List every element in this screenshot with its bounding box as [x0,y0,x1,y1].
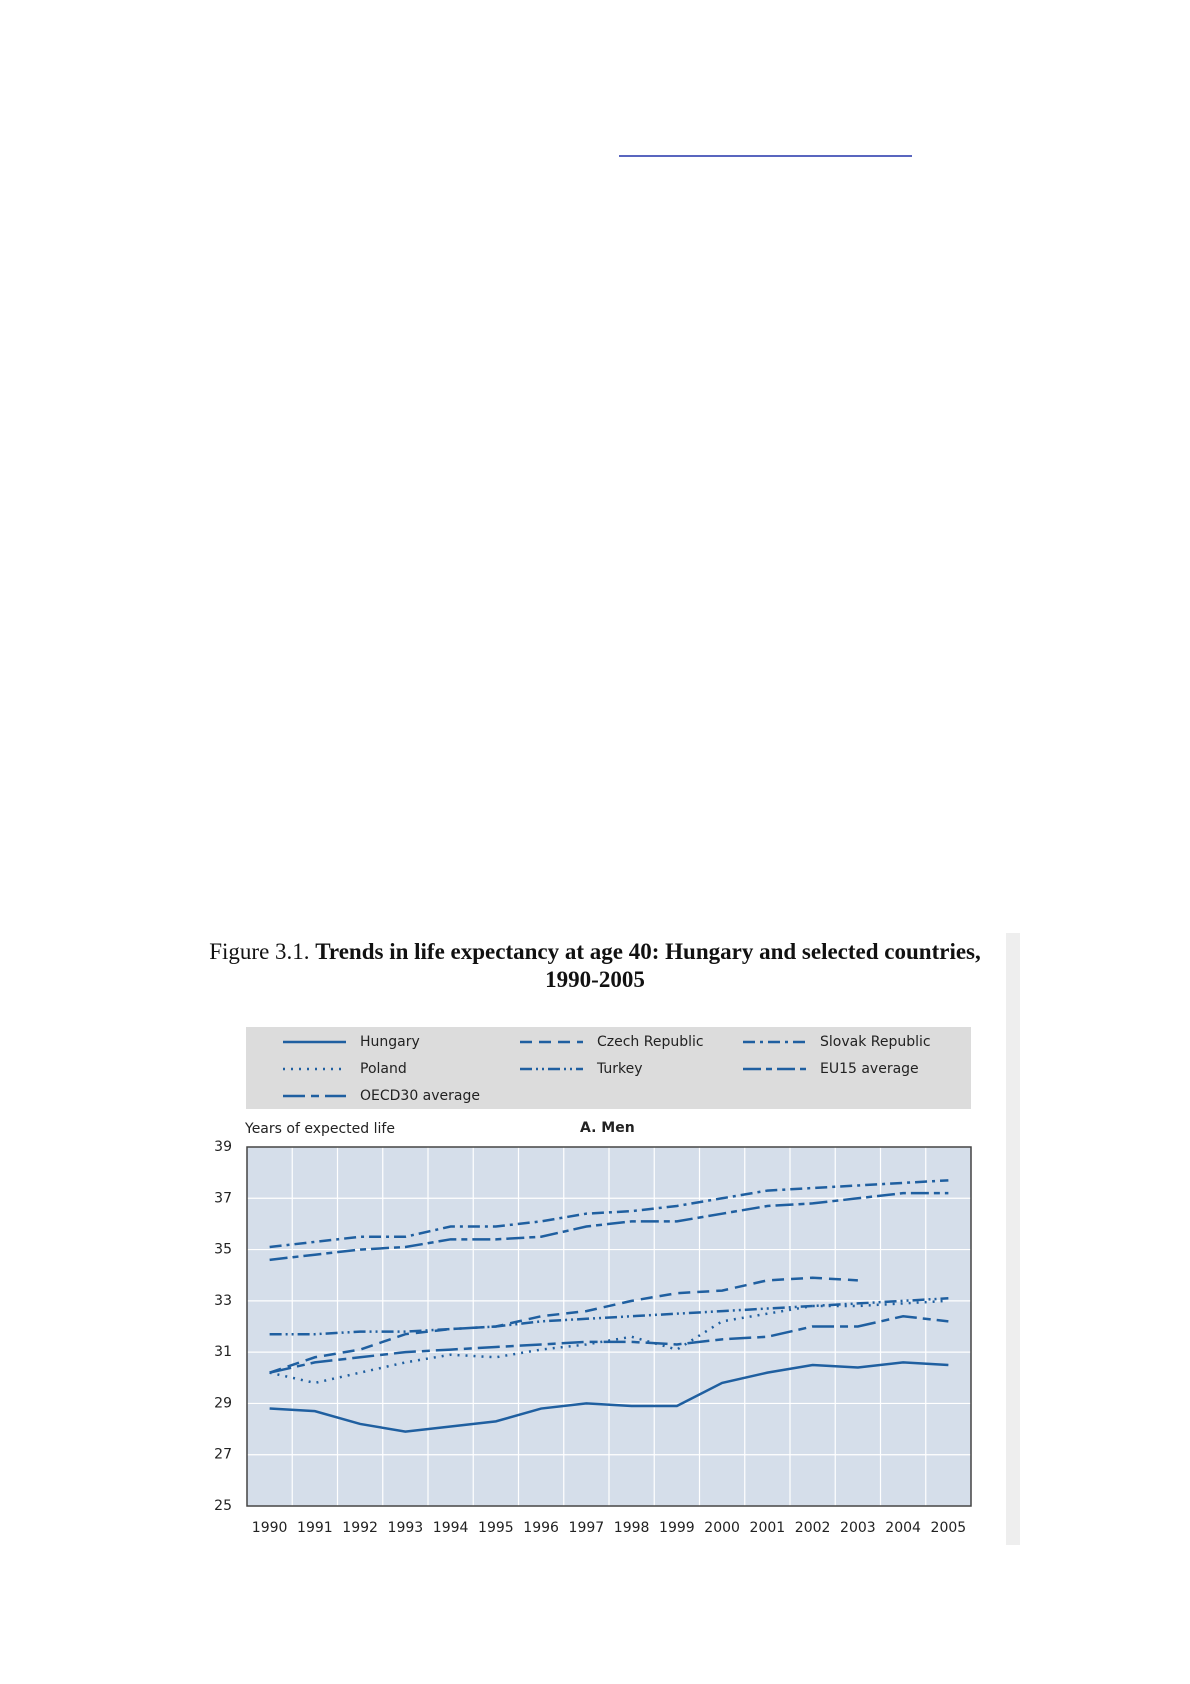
figure-title: Figure 3.1. Trends in life expectancy at… [184,938,1006,994]
plot-frame [246,1146,972,1507]
y-axis-label: Years of expected life [244,1121,395,1137]
figure-heading: Trends in life expectancy at age 40: Hun… [315,939,981,992]
y-tick-label: 31 [214,1344,232,1360]
y-tick-label: 25 [214,1498,232,1514]
x-tick-label: 1992 [342,1520,378,1536]
x-tick-label: 2004 [885,1520,921,1536]
legend-label: Hungary [360,1034,420,1050]
side-strip [1006,933,1020,1545]
y-tick-label: 39 [214,1139,232,1155]
figure-label: Figure 3.1. [209,939,310,964]
series-line [269,1276,858,1374]
x-tick-label: 1999 [659,1520,695,1536]
x-tick-label: 1998 [614,1520,650,1536]
series-line [269,1361,949,1433]
legend-label: EU15 average [820,1061,919,1077]
y-tick-label: 35 [214,1242,232,1258]
x-tick-label: 1995 [478,1520,514,1536]
legend-label: OECD30 average [360,1088,480,1104]
legend-label: Czech Republic [597,1034,704,1050]
x-tick-label: 2002 [795,1520,831,1536]
x-tick-label: 1996 [523,1520,559,1536]
y-tick-label: 27 [214,1447,232,1463]
y-tick-label: 37 [214,1190,232,1206]
x-tick-label: 1991 [297,1520,333,1536]
x-tick-label: 1990 [252,1520,288,1536]
series-line [269,1314,949,1374]
y-tick-label: 33 [214,1293,232,1309]
subtitle: A. Men [580,1120,635,1136]
legend-box [246,1027,971,1109]
x-tick-label: 1994 [433,1520,469,1536]
series-line [269,1299,949,1385]
x-tick-label: 1993 [388,1520,424,1536]
series-line [269,1297,949,1336]
legend-label: Turkey [596,1061,643,1077]
x-tick-label: 2005 [931,1520,967,1536]
legend-label: Poland [360,1061,407,1077]
series-line [269,1179,949,1249]
series-line [269,1191,949,1262]
x-tick-label: 2003 [840,1520,876,1536]
y-tick-label: 29 [214,1395,232,1411]
x-tick-label: 2001 [750,1520,786,1536]
legend-label: Slovak Republic [820,1034,931,1050]
x-tick-label: 2000 [704,1520,740,1536]
x-tick-label: 1997 [569,1520,605,1536]
